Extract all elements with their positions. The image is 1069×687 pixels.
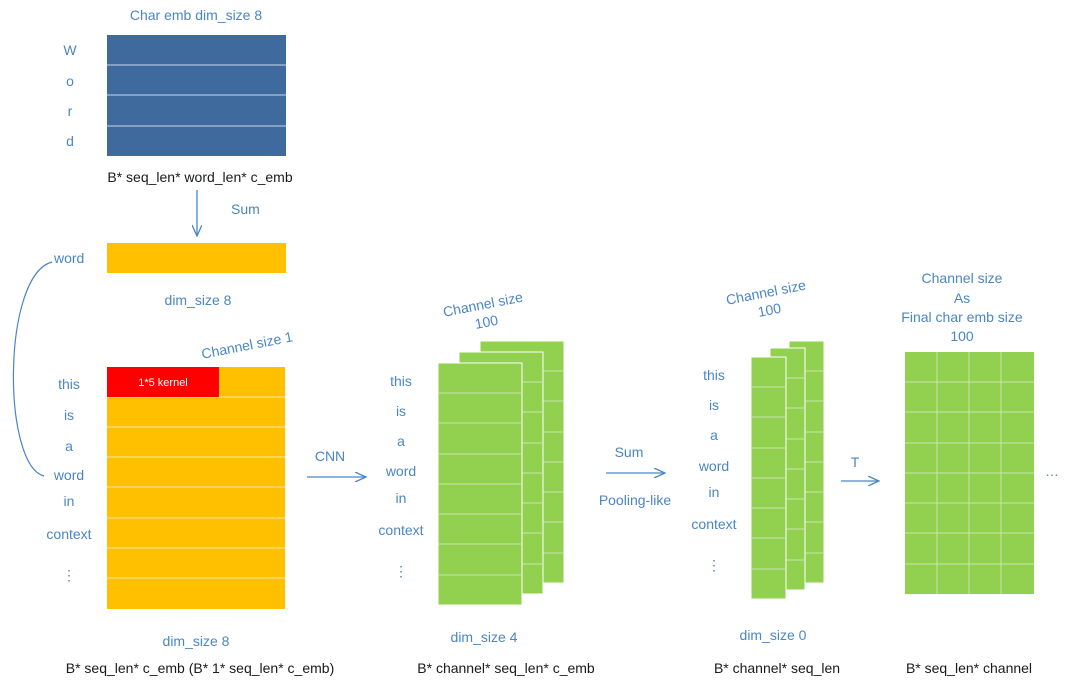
final-channel-line: Final char emb size [901, 309, 1023, 325]
pool-tokens: this is a word in context ⋮ [691, 367, 736, 573]
pool-channel-label: Channel size 100 [725, 277, 808, 320]
final-ellipsis: … [1045, 463, 1059, 479]
char-emb-title: Char emb dim_size 8 [130, 7, 262, 23]
token: in [396, 490, 407, 506]
token: this [703, 367, 725, 383]
word-link-curve [12, 261, 53, 477]
final-channel-line: As [954, 290, 970, 306]
transpose-label: T [851, 454, 860, 470]
cnn-channel-label: Channel size 100 [442, 289, 525, 332]
final-channel-line: Channel size [922, 270, 1003, 286]
cnn-shape: B* channel* seq_len* c_emb [417, 660, 595, 676]
token: word [53, 467, 84, 483]
token: in [64, 493, 75, 509]
pool-shape: B* channel* seq_len [714, 660, 840, 676]
char-emb-matrix [107, 35, 286, 156]
word-vector [107, 243, 286, 273]
kernel-label: 1*5 kernel [138, 377, 188, 389]
word-letter: o [66, 73, 74, 89]
pool-label-sum: Sum [615, 444, 644, 460]
token: this [58, 376, 80, 392]
token: ⋮ [707, 557, 721, 573]
word-vector-dim: dim_size 8 [165, 292, 232, 308]
pool-dim: dim_size 0 [740, 627, 807, 643]
pool-channel-front [750, 356, 787, 600]
token: ⋮ [62, 567, 76, 583]
token: word [698, 458, 729, 474]
pool-output-stack [750, 340, 825, 600]
final-shape: B* seq_len* channel [906, 660, 1032, 676]
final-matrix [905, 352, 1034, 594]
kernel-window [107, 367, 219, 397]
token: context [691, 516, 736, 532]
token: in [709, 484, 720, 500]
final-channel-line: 100 [950, 328, 974, 344]
word-vector-label: word [53, 250, 84, 266]
char-emb-word-letters: W o r d [63, 42, 77, 149]
token: is [64, 407, 74, 423]
cnn-tokens: this is a word in context ⋮ [378, 373, 423, 579]
cnn-channel-line: 100 [473, 312, 499, 332]
final-channel-label: Channel size As Final char emb size 100 [901, 270, 1023, 344]
cnn-output-stack [437, 340, 565, 606]
input-tokens: this is a word in context ⋮ [46, 376, 91, 583]
word-letter: r [68, 103, 73, 119]
token: this [390, 373, 412, 389]
char-emb-shape: B* seq_len* word_len* c_emb [107, 169, 292, 185]
token: is [709, 397, 719, 413]
sum-label: Sum [231, 201, 260, 217]
cnn-label: CNN [315, 448, 345, 464]
token: a [397, 433, 405, 449]
input-shape: B* seq_len* c_emb (B* 1* seq_len* c_emb) [66, 660, 335, 676]
token: word [385, 463, 416, 479]
token: a [65, 438, 73, 454]
pool-channel-line: 100 [756, 300, 782, 320]
token: context [46, 526, 91, 542]
token: a [710, 427, 718, 443]
input-dim: dim_size 8 [163, 633, 230, 649]
token: ⋮ [394, 563, 408, 579]
word-letter: W [63, 42, 77, 58]
token: is [396, 403, 406, 419]
input-matrix [107, 367, 285, 609]
word-letter: d [66, 133, 74, 149]
pool-label-pooling: Pooling-like [599, 492, 672, 508]
cnn-channel-front [437, 362, 523, 606]
token: context [378, 522, 423, 538]
input-channel-label: Channel size 1 [200, 328, 294, 361]
cnn-dim: dim_size 4 [451, 629, 518, 645]
